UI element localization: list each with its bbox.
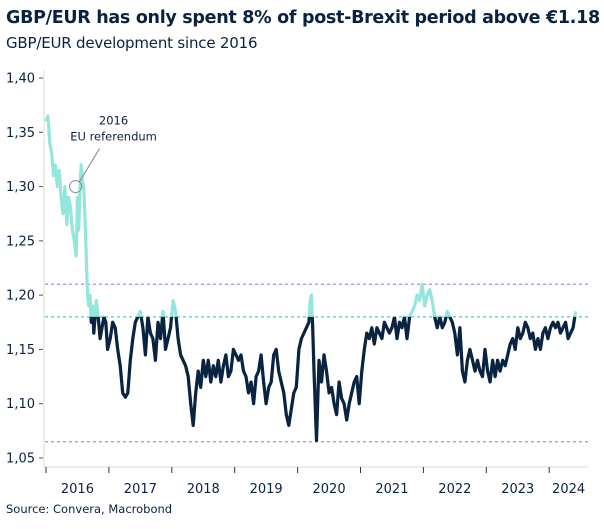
annotation-group: 2016 EU referendum: [69, 114, 157, 194]
x-tick-label: 2018: [187, 482, 220, 497]
x-tick-label: 2017: [124, 482, 157, 497]
annotation-leader-line: [79, 148, 100, 182]
y-tick-label: 1,30: [6, 180, 35, 195]
chart-subtitle: GBP/EUR development since 2016: [6, 34, 258, 52]
annotation-label-year: 2016: [99, 114, 128, 128]
x-tick-label: 2022: [438, 482, 471, 497]
series-group: [44, 114, 578, 443]
axes: 1,05 1,10 1,15 1,20 1,25 1,30 1,35 1,40 2016 2017…: [6, 70, 588, 497]
series-line-above-threshold: [44, 114, 578, 443]
x-tick-label: 2016: [61, 482, 94, 497]
chart-title: GBP/EUR has only spent 8% of post-Brexit…: [6, 8, 600, 28]
x-tick-label: 2023: [501, 482, 534, 497]
x-tick-label: 2024: [552, 482, 585, 497]
y-tick-label: 1,05: [6, 452, 35, 467]
x-tick-label: 2019: [250, 482, 283, 497]
source-note: Source: Convera, Macrobond: [6, 502, 173, 516]
annotation-circle: [69, 180, 83, 194]
y-tick-label: 1,10: [6, 397, 35, 412]
annotation-label-event: EU referendum: [70, 130, 157, 144]
y-tick-label: 1,20: [6, 289, 35, 304]
y-tick-label: 1,40: [6, 72, 35, 87]
y-tick-label: 1,25: [6, 234, 35, 249]
series-line-below-threshold: [89, 316, 577, 443]
x-tick-label: 2020: [313, 482, 346, 497]
x-tick-label: 2021: [375, 482, 408, 497]
y-tick-label: 1,35: [6, 126, 35, 141]
y-tick-label: 1,15: [6, 343, 35, 358]
